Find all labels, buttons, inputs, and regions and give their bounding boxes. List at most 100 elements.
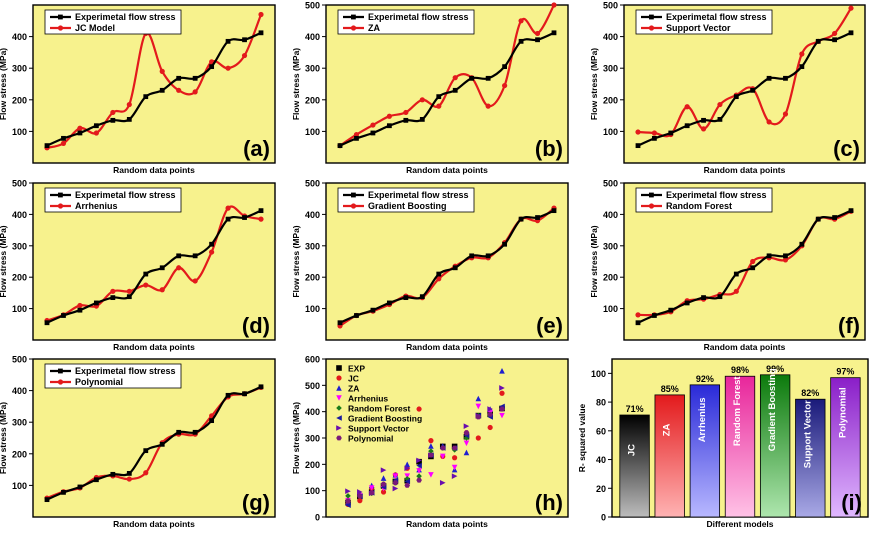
data-point xyxy=(815,216,821,222)
legend-label-model: Polynomial xyxy=(75,377,123,387)
legend-marker-model xyxy=(350,203,357,209)
y-tick-label: 500 xyxy=(12,355,27,365)
y-tick-label: 200 xyxy=(603,273,618,283)
scatter-point-polynomial xyxy=(487,411,493,417)
legend-label-exp: Experimetal flow stress xyxy=(75,190,176,200)
scatter-point-support-vector xyxy=(463,423,470,429)
data-point xyxy=(783,75,788,81)
y-tick-label: 100 xyxy=(305,304,320,314)
data-point xyxy=(782,111,789,117)
data-point xyxy=(436,271,442,277)
y-tick-label: 400 xyxy=(305,32,320,42)
legend-label-exp: Experimetal flow stress xyxy=(666,12,767,22)
data-point xyxy=(77,302,83,309)
data-point xyxy=(143,470,149,476)
legend-label-exp: Experimetal flow stress xyxy=(666,190,767,200)
data-point xyxy=(370,130,376,136)
data-point xyxy=(668,130,674,136)
data-point xyxy=(337,320,343,326)
bar-category-label: Polynomial xyxy=(837,387,848,438)
y-tick-label: 200 xyxy=(305,273,320,283)
data-point xyxy=(176,265,182,271)
data-point xyxy=(750,87,756,93)
data-point xyxy=(225,65,231,71)
scatter-point-support-vector xyxy=(380,467,387,473)
data-point xyxy=(635,320,641,326)
bar-value-label: 82% xyxy=(801,388,819,398)
data-point xyxy=(258,11,264,18)
legend-label-model: Arrhenius xyxy=(75,201,118,211)
data-point xyxy=(436,94,442,100)
x-axis-label: Random data points xyxy=(704,165,786,175)
bar-gradient-boosting xyxy=(759,374,791,518)
legend-label-model: Support Vector xyxy=(666,23,731,33)
data-point xyxy=(209,418,215,424)
data-point xyxy=(61,313,66,318)
y-tick-label: 100 xyxy=(305,486,320,496)
panel-tag: (g) xyxy=(242,490,270,515)
y-tick-label: 500 xyxy=(12,179,27,189)
y-axis-label: Flow stress (MPa) xyxy=(589,48,599,120)
x-axis-label: Random data points xyxy=(113,165,195,175)
data-point xyxy=(452,265,458,271)
y-tick-label: 200 xyxy=(12,273,27,283)
data-point xyxy=(419,294,425,300)
scatter-point-polynomial xyxy=(463,430,470,436)
panel-tag: (f) xyxy=(838,313,860,338)
data-point xyxy=(44,320,50,326)
legend-label: JC xyxy=(348,373,359,383)
bar-category-label: JC xyxy=(627,444,638,456)
legend-label-exp: Experimetal flow stress xyxy=(75,366,176,376)
y-tick-label: 300 xyxy=(603,241,618,251)
bar-value-label: 71% xyxy=(626,404,644,414)
data-point xyxy=(684,104,690,110)
scatter-point-polynomial xyxy=(499,406,505,412)
scatter-point-polynomial xyxy=(368,490,375,496)
chart-panel-2: 100 200 300 400 500 Flow stress (MPa) Random d… xyxy=(291,1,569,175)
legend-label-model: JC Model xyxy=(75,23,115,33)
data-point xyxy=(386,123,392,129)
data-point xyxy=(651,135,657,141)
data-point xyxy=(110,117,116,123)
data-point xyxy=(225,205,231,211)
data-point xyxy=(684,123,690,129)
data-point xyxy=(337,143,343,149)
data-point xyxy=(518,38,524,44)
panel-tag: (c) xyxy=(833,136,860,161)
scatter-point-arrhenius xyxy=(475,403,482,410)
y-tick-label: 600 xyxy=(305,355,320,365)
chart-panel-5: 100 200 300 400 500 Flow stress (MPa) Random d… xyxy=(291,179,569,352)
y-tick-label: 400 xyxy=(305,407,320,417)
y-tick-label: 400 xyxy=(603,210,618,220)
y-tick-label: 100 xyxy=(603,304,618,314)
scatter-point-jc xyxy=(475,435,481,441)
data-point xyxy=(258,216,264,222)
data-point xyxy=(832,215,838,220)
y-axis-label: Flow stress (MPa) xyxy=(291,402,301,474)
y-tick-label: 100 xyxy=(305,127,320,137)
data-point xyxy=(651,130,657,136)
scatter-point-jc xyxy=(380,489,387,495)
y-tick-label: 100 xyxy=(12,127,27,137)
scatter-point-za xyxy=(475,395,482,402)
data-point xyxy=(159,265,165,271)
scatter-point-gradient-boosting xyxy=(404,478,411,485)
data-point xyxy=(143,282,149,288)
legend-marker xyxy=(336,415,342,421)
data-point xyxy=(485,103,491,109)
data-point xyxy=(717,101,723,108)
data-point xyxy=(535,37,540,43)
data-point xyxy=(241,52,248,59)
scatter-point-support-vector xyxy=(499,385,505,391)
y-tick-label: 200 xyxy=(12,449,27,459)
scatter-point-gradient-boosting xyxy=(416,462,422,469)
y-axis-label: Flow stress (MPa) xyxy=(0,48,8,120)
data-point xyxy=(684,300,690,306)
data-point xyxy=(701,295,706,301)
scatter-point-jc xyxy=(416,406,422,412)
data-point xyxy=(502,64,508,70)
plot-area xyxy=(325,358,569,518)
y-tick-label: 200 xyxy=(305,95,320,105)
data-point xyxy=(258,384,264,390)
